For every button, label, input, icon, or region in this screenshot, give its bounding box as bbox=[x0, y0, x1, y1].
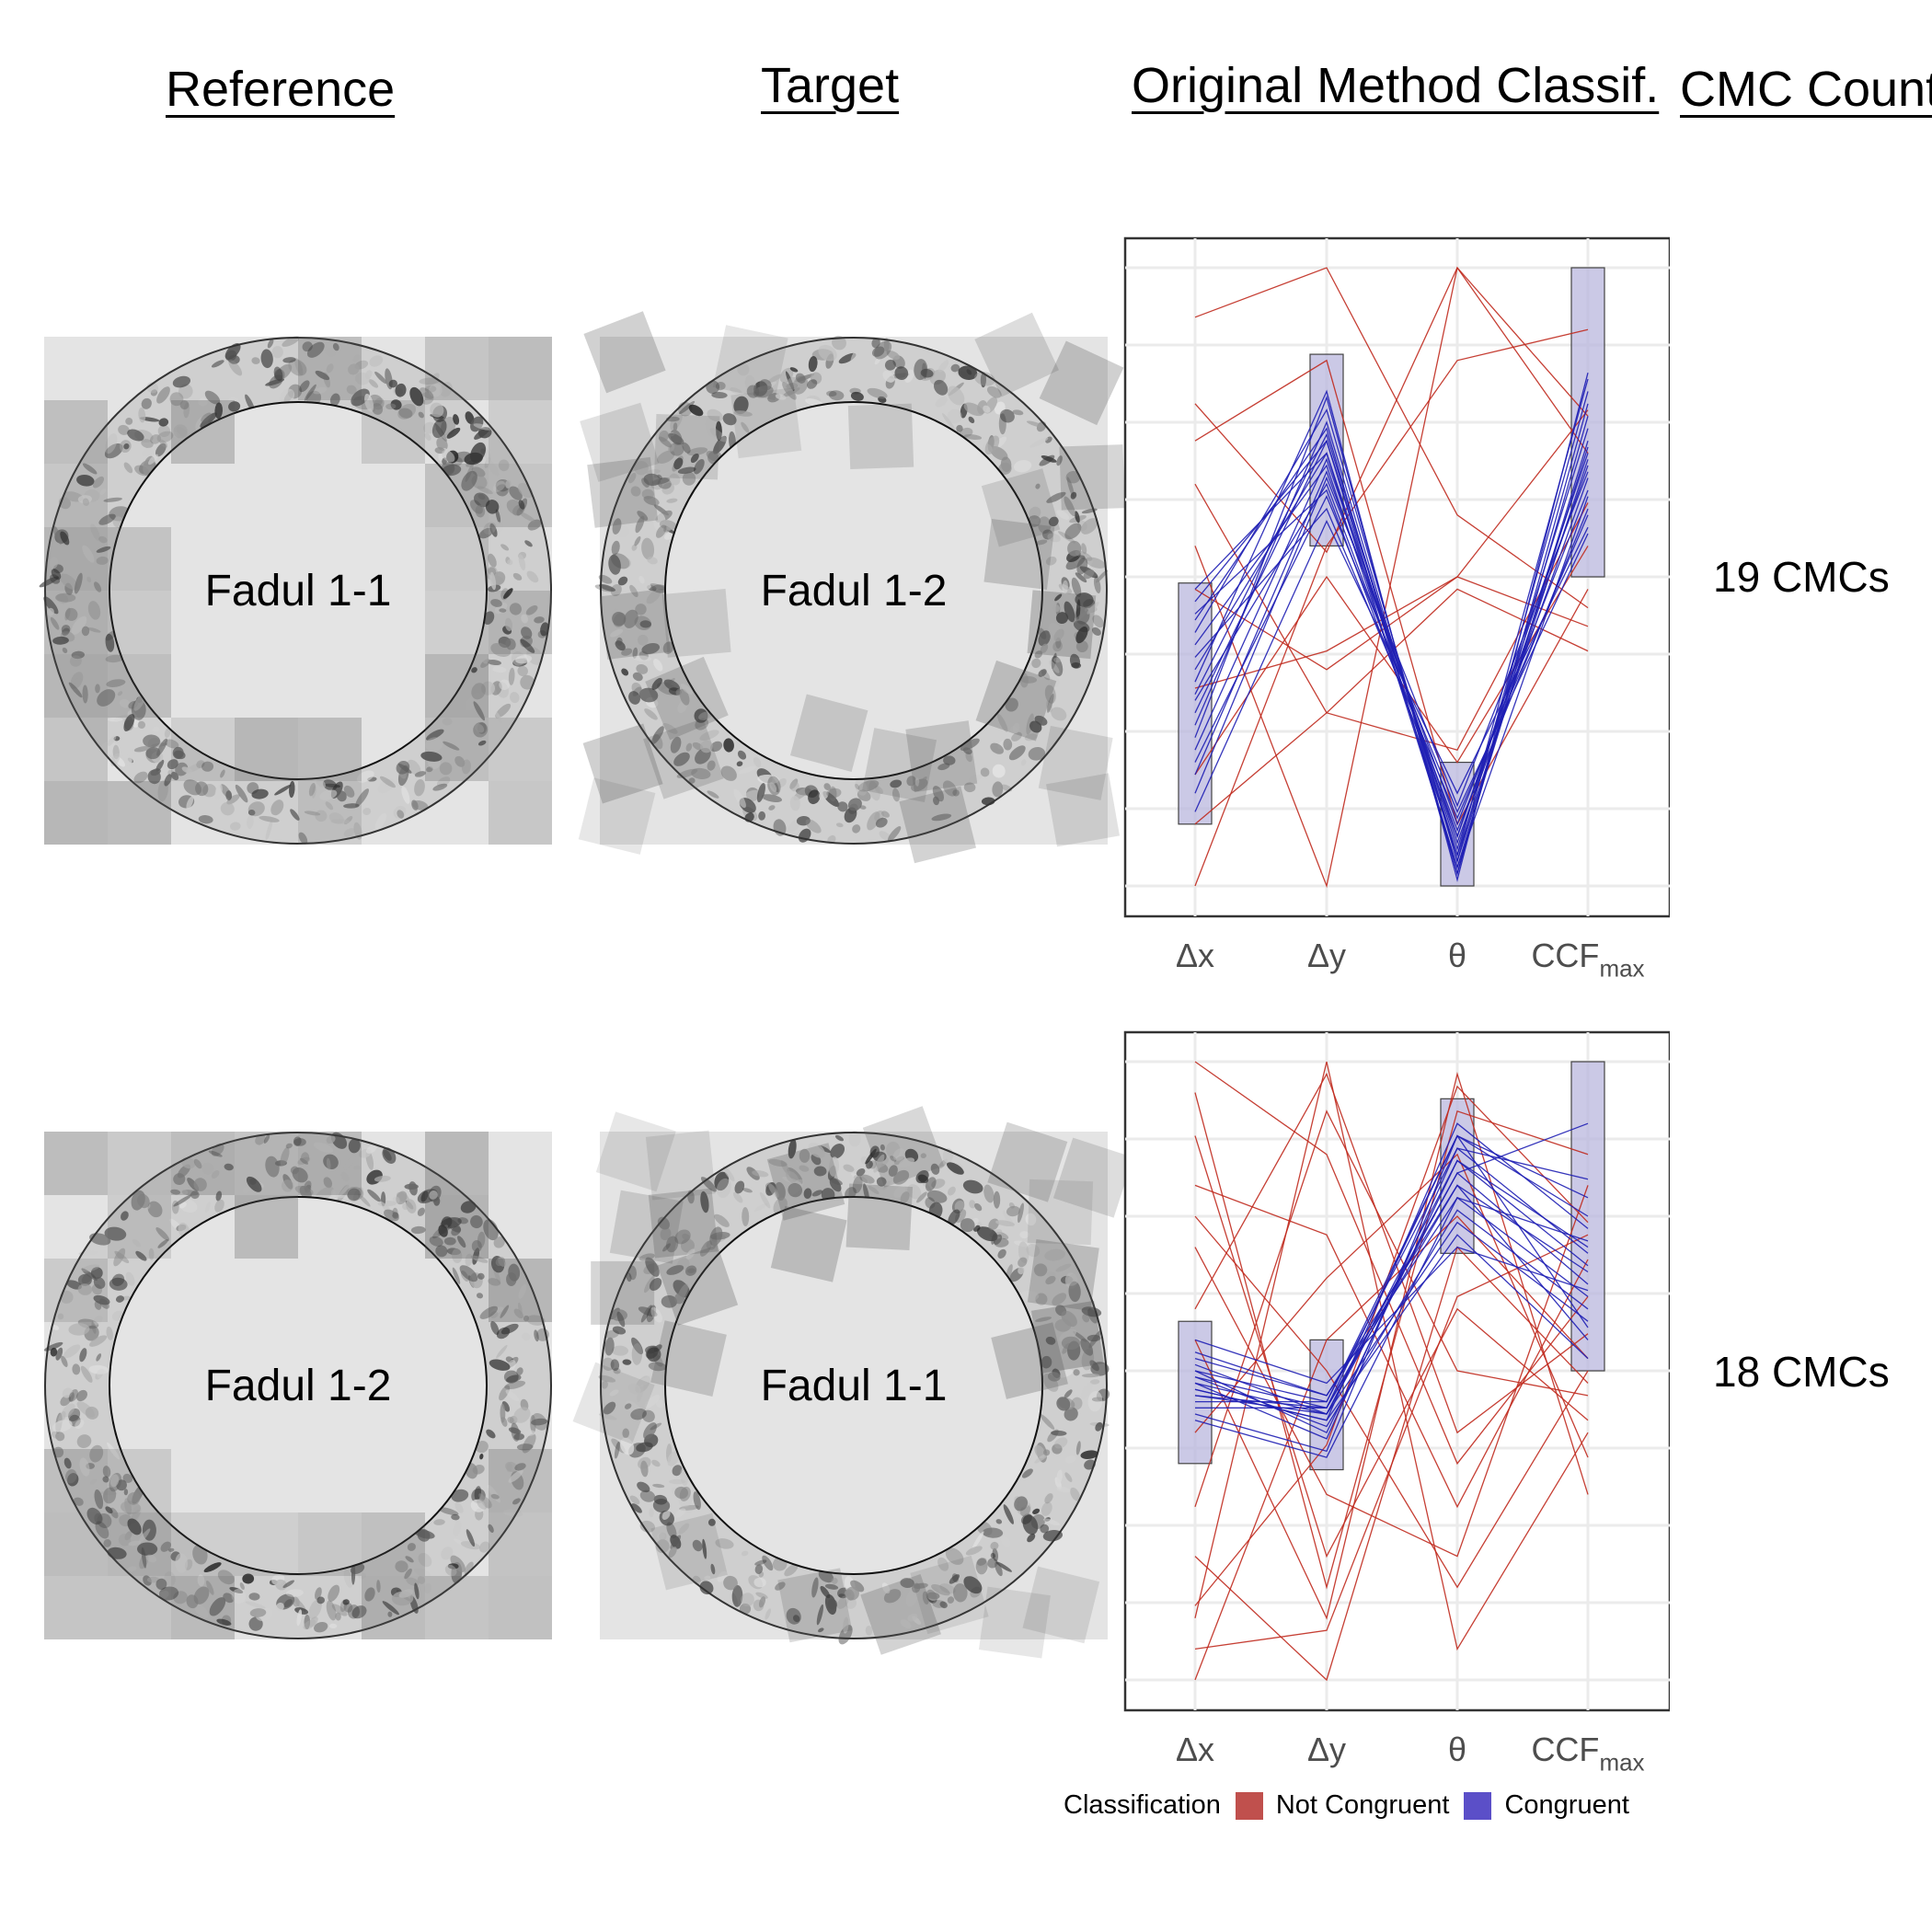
surface-texture bbox=[594, 335, 1109, 845]
not-congruent-line bbox=[1194, 1071, 1589, 1620]
cmc-count-1: 19 CMCs bbox=[1713, 553, 1890, 601]
congruent-line bbox=[1194, 495, 1589, 814]
reference-header: Reference bbox=[166, 62, 396, 117]
not-congruent-line bbox=[1194, 1215, 1589, 1681]
cmc-count-header: CMC Count bbox=[1680, 62, 1932, 117]
surface-texture bbox=[598, 1131, 1110, 1645]
legend-item-congruent: Congruent bbox=[1504, 1790, 1629, 1820]
axis-label: θ bbox=[1447, 937, 1467, 974]
scan-graphic bbox=[572, 1106, 1133, 1659]
legend-item-not-congruent: Not Congruent bbox=[1275, 1790, 1450, 1820]
parallel-coordinates-plot bbox=[1123, 1030, 1672, 1712]
not-congruent-line bbox=[1194, 1061, 1589, 1466]
axis-label: CCFmax bbox=[1531, 1731, 1645, 1777]
firing-pin-hole bbox=[109, 401, 488, 780]
firing-pin-hole bbox=[664, 1196, 1043, 1575]
axis-label: Δy bbox=[1306, 1731, 1347, 1768]
cmc-count-2: 18 CMCs bbox=[1713, 1348, 1890, 1396]
axis-label: Δx bbox=[1175, 1731, 1215, 1768]
not-congruent-line bbox=[1194, 267, 1589, 609]
congruent-line bbox=[1194, 1122, 1589, 1409]
axis-label: Δy bbox=[1306, 937, 1347, 974]
comparison-cells bbox=[572, 1106, 1133, 1659]
parallel-coordinates-plot bbox=[1123, 236, 1672, 918]
reference-scan-2: Fadul 1-2 bbox=[43, 1132, 552, 1639]
congruent-line bbox=[1194, 471, 1589, 808]
congruence-box bbox=[1570, 267, 1605, 578]
congruent-line bbox=[1194, 470, 1589, 826]
reference-scan-1: Fadul 1-1 bbox=[39, 336, 552, 845]
scan-graphic bbox=[578, 311, 1125, 864]
classification-header: Original Method Classif. bbox=[1132, 58, 1660, 113]
not-congruent-line bbox=[1194, 266, 1589, 889]
congruent-line bbox=[1194, 396, 1589, 877]
not-congruent-line bbox=[1194, 1185, 1589, 1558]
axis-label: Δx bbox=[1175, 937, 1215, 974]
not-congruent-line bbox=[1194, 1234, 1589, 1650]
scan-graphic bbox=[43, 1132, 552, 1639]
not-congruent-line bbox=[1194, 1085, 1589, 1606]
classification-chart-2 bbox=[1118, 1029, 1672, 1769]
congruent-line bbox=[1194, 465, 1589, 839]
congruent-line bbox=[1194, 1159, 1589, 1434]
scan-graphic bbox=[39, 336, 552, 845]
congruent-line bbox=[1194, 452, 1589, 869]
axis-label: CCFmax bbox=[1531, 937, 1645, 983]
not-congruent-line bbox=[1194, 1061, 1589, 1651]
comparison-cells bbox=[44, 1132, 552, 1639]
not-congruent-swatch bbox=[1235, 1791, 1263, 1820]
comparison-cells bbox=[44, 337, 552, 845]
target-header: Target bbox=[761, 58, 900, 113]
not-congruent-line bbox=[1194, 1072, 1589, 1434]
target-scan-2: Fadul 1-1 bbox=[572, 1106, 1133, 1659]
congruent-line bbox=[1194, 519, 1589, 812]
not-congruent-line bbox=[1194, 1215, 1589, 1589]
congruent-line bbox=[1194, 378, 1589, 857]
comparison-cells bbox=[578, 311, 1125, 864]
congruent-line bbox=[1194, 1134, 1589, 1453]
congruent-swatch bbox=[1464, 1791, 1492, 1820]
congruent-line bbox=[1195, 1134, 1589, 1409]
congruence-box bbox=[1178, 582, 1213, 825]
not-congruent-line bbox=[1194, 576, 1589, 689]
not-congruent-line bbox=[1194, 266, 1589, 554]
target-scan-1: Fadul 1-2 bbox=[578, 311, 1125, 864]
not-congruent-line bbox=[1194, 359, 1589, 826]
firing-pin-hole bbox=[109, 1196, 488, 1575]
breech-face-ring bbox=[44, 1132, 552, 1639]
legend-title: Classification bbox=[1064, 1790, 1221, 1820]
legend: Classification Not Congruent Congruent bbox=[1064, 1790, 1629, 1821]
congruence-box bbox=[1178, 1320, 1213, 1465]
congruent-line bbox=[1194, 1197, 1589, 1458]
surface-texture bbox=[43, 1132, 549, 1633]
congruent-line bbox=[1194, 1246, 1589, 1385]
congruent-line bbox=[1194, 1221, 1589, 1415]
not-congruent-line bbox=[1194, 1153, 1589, 1458]
congruent-line bbox=[1194, 1159, 1589, 1415]
firing-pin-hole bbox=[664, 401, 1043, 780]
axis-label: θ bbox=[1447, 1731, 1467, 1768]
not-congruent-line bbox=[1194, 1135, 1589, 1558]
classification-chart-1 bbox=[1118, 235, 1672, 975]
